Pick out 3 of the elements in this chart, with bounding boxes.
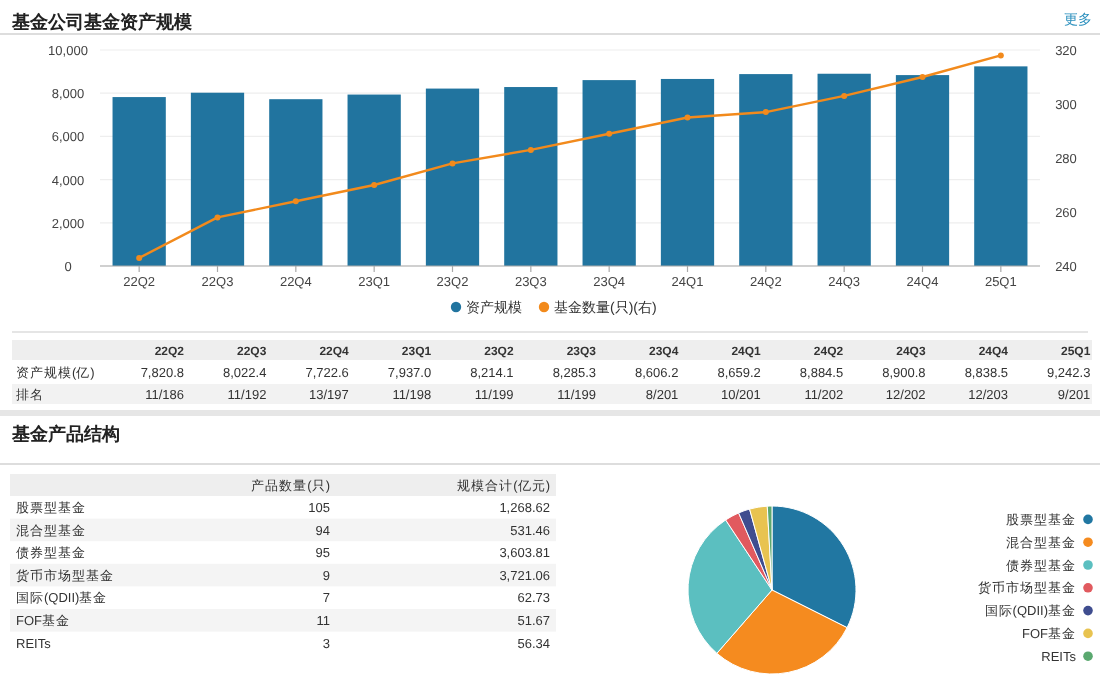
text: 基金产品结构 [10, 424, 120, 444]
line-series [136, 52, 1004, 261]
chart-title: 基金公司基金资产规模 [10, 12, 194, 32]
